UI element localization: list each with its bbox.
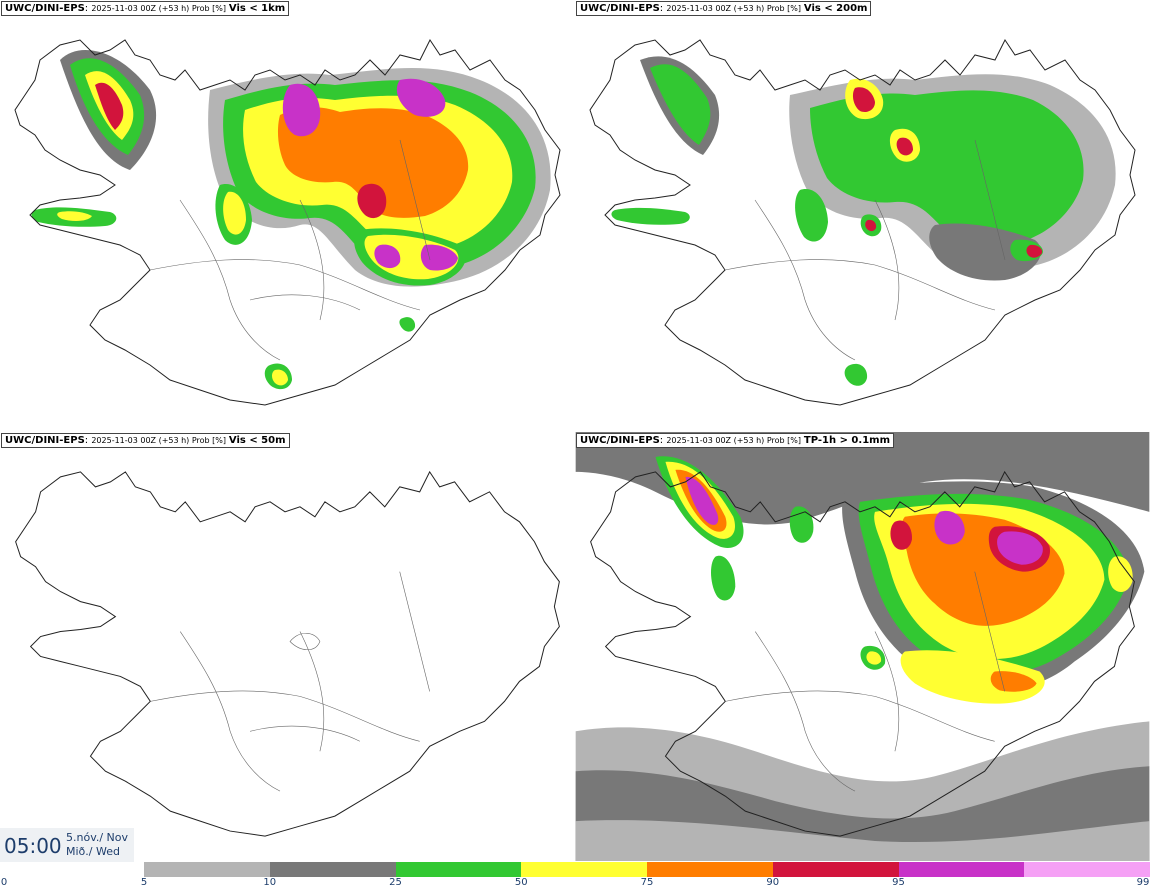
colorbar-segment-0 <box>144 862 270 877</box>
iceland-map <box>575 432 1150 861</box>
map-panel-vis-50m: UWC/DINI-EPS: 2025-11-03 00Z (+53 h) Pro… <box>0 432 575 861</box>
map-panel-vis-1km: UWC/DINI-EPS: 2025-11-03 00Z (+53 h) Pro… <box>0 0 575 430</box>
colorbar-segment-3 <box>521 862 647 877</box>
colorbar-label: 90 <box>766 877 780 888</box>
valid-date: 5.nóv./ Nov Mið./ Wed <box>66 831 128 859</box>
iceland-map <box>14 39 561 406</box>
border-lines <box>725 571 1005 792</box>
colorbar-label: 25 <box>389 877 402 888</box>
panel-title: UWC/DINI-EPS: 2025-11-03 00Z (+53 h) Pro… <box>576 1 872 16</box>
border-lines <box>724 139 1006 361</box>
colorbar-label: 95 <box>892 877 905 888</box>
valid-time: 05:00 <box>4 834 62 858</box>
coastline <box>14 39 561 406</box>
border-lines <box>150 571 430 792</box>
colorbar-label: 0 <box>0 877 8 888</box>
iceland-map <box>589 39 1136 406</box>
map-panel-precip: UWC/DINI-EPS: 2025-11-03 00Z (+53 h) Pro… <box>575 432 1150 861</box>
probability-field <box>575 432 1150 861</box>
colorbar-label: 99 <box>1136 877 1150 888</box>
panel-title: UWC/DINI-EPS: 2025-11-03 00Z (+53 h) Pro… <box>1 433 290 448</box>
colorbar-segment-4 <box>647 862 773 877</box>
colorbar-segment-6 <box>898 862 1025 877</box>
colorbar-segment-5 <box>772 862 899 877</box>
date-line-2: Mið./ Wed <box>66 845 120 858</box>
colorbar-segment-1 <box>269 862 396 877</box>
probability-field <box>611 56 1116 386</box>
date-line-1: 5.nóv./ Nov <box>66 831 129 844</box>
colorbar-label: 10 <box>263 877 277 888</box>
colorbar-label: 50 <box>514 877 528 888</box>
colorbar-label: 75 <box>640 877 654 888</box>
colorbar-segment-2 <box>395 862 522 877</box>
probability-field <box>31 50 551 390</box>
valid-time-box: 05:00 5.nóv./ Nov Mið./ Wed <box>0 828 134 862</box>
map-panel-vis-200m: UWC/DINI-EPS: 2025-11-03 00Z (+53 h) Pro… <box>575 0 1150 430</box>
colorbar-segment-7 <box>1024 862 1150 877</box>
coastline <box>15 470 560 837</box>
colorbar <box>144 862 1150 877</box>
border-lines <box>149 139 431 361</box>
iceland-map <box>15 470 560 837</box>
panel-title: UWC/DINI-EPS: 2025-11-03 00Z (+53 h) Pro… <box>576 433 894 448</box>
panel-title: UWC/DINI-EPS: 2025-11-03 00Z (+53 h) Pro… <box>1 1 290 16</box>
coastline <box>589 39 1136 406</box>
coastline <box>590 470 1135 837</box>
colorbar-label: 5 <box>140 877 148 888</box>
